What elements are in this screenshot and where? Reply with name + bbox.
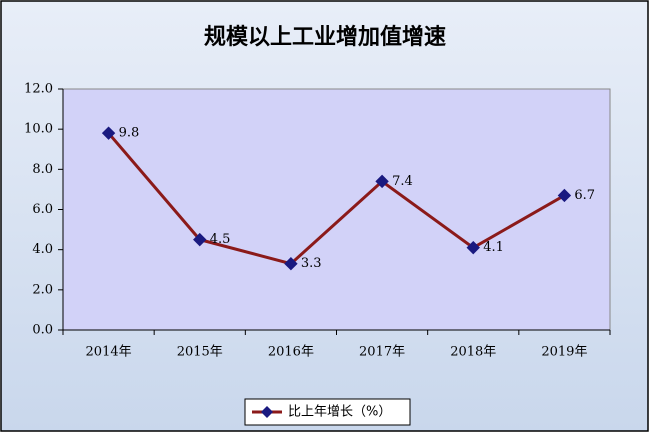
x-tick-label: 2016年 xyxy=(268,345,314,360)
x-tick-label: 2018年 xyxy=(450,345,496,360)
data-label: 4.1 xyxy=(483,240,504,255)
y-tick-label: 8.0 xyxy=(32,162,53,177)
y-tick-label: 12.0 xyxy=(24,82,53,97)
y-tick-label: 6.0 xyxy=(32,202,53,217)
marker xyxy=(101,126,116,140)
y-tick-label: 4.0 xyxy=(32,242,53,257)
data-label: 6.7 xyxy=(574,188,595,203)
y-tick-label: 0.0 xyxy=(32,323,53,338)
y-tick-label: 10.0 xyxy=(24,122,53,137)
x-tick-label: 2019年 xyxy=(541,345,587,360)
chart-title: 规模以上工业增加值增速 xyxy=(204,24,446,50)
x-tick-label: 2015年 xyxy=(177,345,223,360)
marker xyxy=(375,174,389,189)
marker xyxy=(193,232,207,247)
marker xyxy=(557,188,572,203)
legend-label: 比上年增长（%） xyxy=(288,405,391,420)
series-line xyxy=(107,132,566,266)
marker xyxy=(284,257,298,271)
data-label: 9.8 xyxy=(119,126,140,141)
data-label: 3.3 xyxy=(301,256,322,271)
x-tick-label: 2017年 xyxy=(359,345,405,360)
x-tick-label: 2014年 xyxy=(86,345,132,360)
data-label: 4.5 xyxy=(210,232,231,247)
plot-area xyxy=(62,88,611,331)
data-label: 7.4 xyxy=(392,174,413,189)
marker xyxy=(466,240,480,255)
legend: 比上年增长（%） xyxy=(244,398,411,426)
legend-marker xyxy=(261,406,273,418)
y-tick-label: 2.0 xyxy=(32,282,53,297)
